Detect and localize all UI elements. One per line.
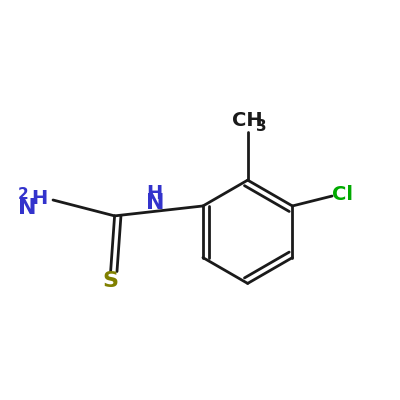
Text: 3: 3 [256,119,267,134]
Text: Cl: Cl [332,184,352,204]
Text: H: H [147,184,163,202]
Text: H: H [31,188,47,208]
Text: N: N [146,193,164,213]
Text: 2: 2 [18,186,29,202]
Text: N: N [18,198,36,218]
Text: S: S [103,272,119,292]
Text: CH: CH [232,111,263,130]
